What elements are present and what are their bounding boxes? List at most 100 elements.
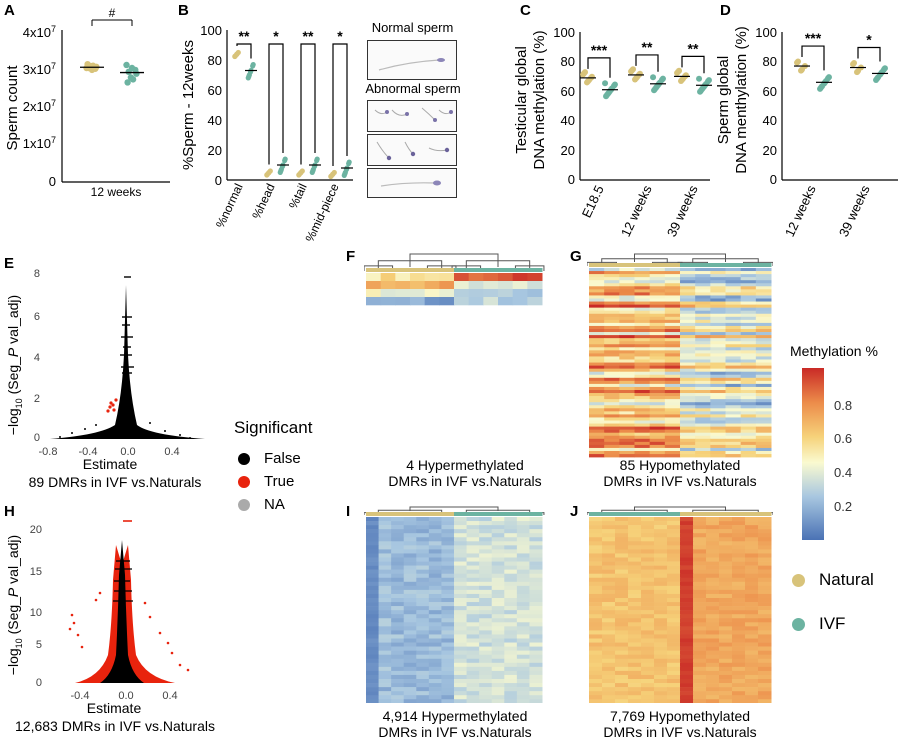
panel-d-ytick-40: 40: [763, 113, 777, 128]
heatmap-cell: [619, 332, 635, 336]
heatmap-cell: [589, 277, 605, 281]
heatmap-cell: [428, 537, 442, 542]
heatmap-cell: [667, 654, 681, 660]
heatmap-cell: [589, 271, 605, 275]
heatmap-cell: [680, 402, 696, 406]
heatmap-cell: [589, 362, 605, 366]
heatmap-cell: [454, 589, 468, 595]
heatmap-cell: [654, 634, 668, 639]
heatmap-cell: [706, 687, 720, 692]
heatmap-cell: [391, 699, 405, 703]
group-bar-cell: [649, 263, 666, 267]
heatmap-cell: [695, 271, 711, 275]
heatmap-cell: [498, 289, 514, 298]
heatmap-cell: [740, 429, 757, 433]
heatmap-cell: [710, 325, 726, 330]
group-point: [630, 66, 637, 73]
heatmap-cell: [755, 356, 772, 360]
heatmap-cell: [680, 699, 694, 703]
heatmap-cell: [706, 654, 720, 660]
heatmap-cell: [667, 622, 681, 627]
heatmap-cell: [619, 429, 635, 433]
heatmap-cell: [649, 408, 666, 412]
heatmap-cell: [619, 316, 635, 321]
heatmap-cell: [615, 545, 629, 550]
heatmap-cell: [719, 650, 733, 655]
heatmap-cell: [428, 557, 442, 562]
heatmap-cell: [745, 638, 759, 643]
heatmap-cell: [604, 414, 620, 418]
heatmap-cell: [664, 411, 681, 415]
heatmap-cell: [589, 411, 605, 415]
heatmap-cell: [504, 593, 518, 599]
heatmap-cell: [479, 646, 493, 651]
heatmap-cell: [740, 432, 757, 437]
heatmap-cell: [466, 529, 480, 534]
heatmap-cell: [516, 561, 530, 566]
heatmap-cell: [710, 295, 726, 299]
group-point: [875, 74, 882, 81]
heatmap-cell: [732, 679, 746, 684]
heatmap-cell: [706, 606, 720, 611]
panel-b-point: [234, 51, 240, 57]
heatmap-cell: [615, 626, 629, 631]
heatmap-cell: [619, 344, 635, 348]
heatmap-cell: [439, 281, 455, 290]
heatmap-cell: [529, 642, 543, 647]
heatmap-cell: [602, 545, 616, 550]
heatmap-cell: [628, 549, 642, 554]
heatmap-cell: [706, 569, 720, 574]
heatmap-cell: [391, 553, 405, 558]
heatmap-cell: [454, 561, 468, 566]
heatmap-cell: [504, 577, 518, 583]
heatmap-cell: [649, 432, 666, 437]
group-bar-cell: [491, 512, 505, 516]
heatmap-cell: [680, 614, 694, 619]
heatmap-cell: [589, 618, 603, 623]
heatmap-cell: [378, 545, 392, 550]
heatmap-cell: [628, 610, 642, 615]
heatmap-cell: [602, 674, 616, 680]
group-bar-cell: [366, 268, 382, 272]
heatmap-cell: [710, 356, 726, 360]
heatmap-cell: [466, 670, 480, 676]
dendrogram-branch: [377, 260, 443, 269]
heatmap-cell: [719, 517, 733, 522]
heatmap-cell: [378, 602, 392, 607]
heatmap-cell: [664, 301, 681, 305]
heatmap-cell: [416, 525, 430, 530]
heatmap-cell: [391, 683, 405, 688]
heatmap-cell: [604, 399, 620, 403]
heatmap-cell: [602, 521, 616, 526]
heatmap-cell: [664, 438, 681, 443]
heatmap-cell: [391, 521, 405, 526]
heatmap-cell: [589, 295, 605, 299]
heatmap-cell: [366, 585, 380, 591]
group-bar-cell: [403, 512, 417, 516]
heatmap-cell: [680, 650, 694, 655]
heatmap-cell: [740, 377, 757, 382]
heatmap-cell: [634, 268, 651, 272]
heatmap-cell: [504, 695, 518, 700]
methylation-legend-title: Methylation %: [790, 343, 878, 359]
heatmap-cell: [615, 593, 629, 599]
heatmap-cell: [479, 541, 493, 546]
heatmap-cell: [710, 274, 726, 278]
heatmap-cell: [755, 280, 772, 284]
heatmap-cell: [366, 650, 380, 655]
heatmap-cell: [649, 335, 666, 339]
heatmap-cell: [740, 356, 757, 360]
heatmap-cell: [504, 545, 518, 550]
heatmap-cell: [491, 642, 505, 647]
heatmap-cell: [491, 614, 505, 619]
heatmap-cell: [732, 618, 746, 623]
heatmap-cell: [745, 598, 759, 603]
heatmap-cell: [693, 573, 707, 579]
heatmap-cell: [654, 521, 668, 526]
heatmap-cell: [604, 377, 620, 382]
heatmap-cell: [680, 347, 696, 351]
heatmap-cell: [634, 441, 651, 446]
heatmap-cell: [695, 374, 711, 379]
group-point: [582, 69, 589, 76]
heatmap-cell: [516, 658, 530, 664]
